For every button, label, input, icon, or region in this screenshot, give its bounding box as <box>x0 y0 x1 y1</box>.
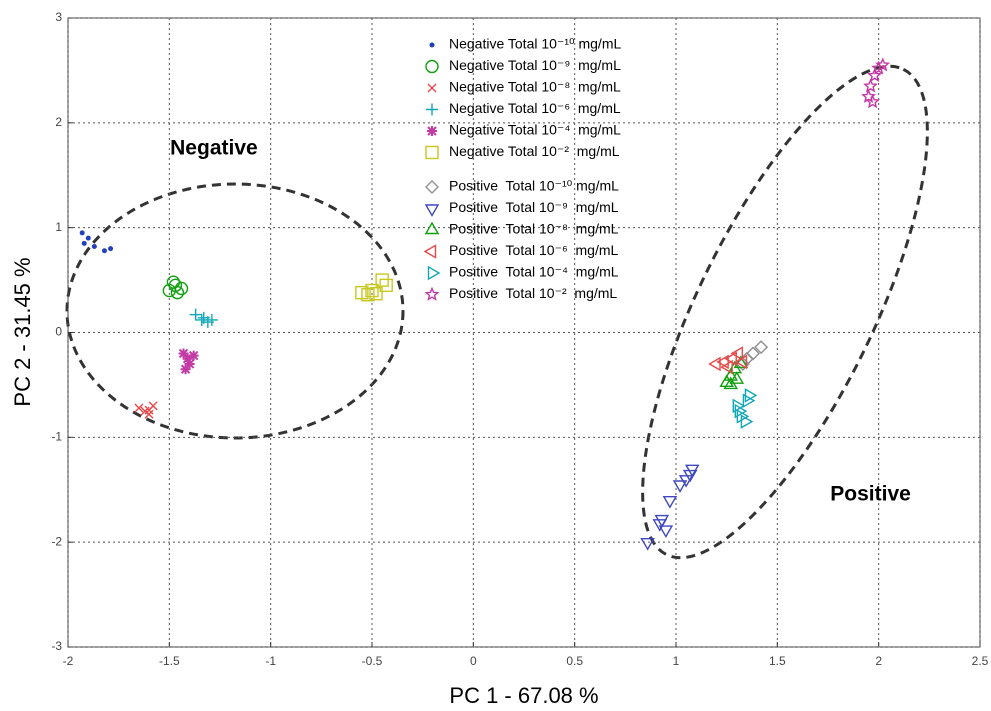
point <box>662 496 678 509</box>
point <box>91 244 97 250</box>
positive-cluster-outline <box>641 64 929 560</box>
point <box>195 313 208 326</box>
legend-marker <box>426 103 438 116</box>
point <box>166 275 181 289</box>
y-tick-label: 1 <box>55 220 62 234</box>
point <box>369 287 383 301</box>
point <box>723 368 738 381</box>
point <box>180 364 191 375</box>
x-tick-label: -0.5 <box>362 654 383 668</box>
legend-marker <box>423 244 437 259</box>
point <box>734 403 748 419</box>
y-tick-label: 2 <box>55 115 62 129</box>
point <box>723 376 738 390</box>
point <box>379 278 393 293</box>
point <box>740 414 754 429</box>
point <box>134 403 144 413</box>
point <box>716 354 729 370</box>
legend-marker <box>425 180 439 194</box>
y-tick-label: 3 <box>55 10 62 24</box>
legend-label: Negative Total 10⁻² mg/mL <box>449 143 620 159</box>
y-tick-label: 0 <box>55 325 62 339</box>
point <box>182 353 193 364</box>
point <box>361 288 375 302</box>
x-tick-label: -2 <box>63 654 74 668</box>
legend-marker <box>425 145 439 160</box>
point <box>189 308 202 321</box>
point <box>730 346 744 361</box>
point <box>365 283 379 298</box>
point <box>678 475 694 488</box>
legend-label: Negative Total 10⁻⁶ mg/mL <box>449 100 621 116</box>
point <box>682 469 698 483</box>
point <box>863 78 879 93</box>
negative-cluster-outline <box>65 182 405 440</box>
point <box>746 346 761 361</box>
point <box>654 514 670 528</box>
legend-marker <box>424 286 440 301</box>
y-tick-label: -1 <box>51 430 62 444</box>
annotation: Positive <box>830 483 911 506</box>
point <box>672 480 688 493</box>
point <box>732 398 746 414</box>
point <box>178 348 189 359</box>
point <box>658 525 674 538</box>
point <box>729 371 745 384</box>
x-tick-label: 1 <box>673 654 680 668</box>
y-axis-label: PC 2 - 31.45 % <box>10 257 35 406</box>
legend-label: Negative Total 10⁻⁹ mg/mL <box>449 57 621 73</box>
point <box>734 354 748 370</box>
point <box>184 358 195 369</box>
legend-label: Negative Total 10⁻⁴ mg/mL <box>449 122 621 138</box>
x-tick-label: -1 <box>265 654 276 668</box>
x-tick-label: -1.5 <box>159 654 180 668</box>
point <box>144 409 154 419</box>
point <box>101 248 107 254</box>
legend-marker <box>424 221 440 235</box>
legend-label: Positive Total 10⁻⁶ mg/mL <box>449 242 619 258</box>
x-tick-label: 0 <box>470 654 477 668</box>
x-tick-label: 0.5 <box>566 654 583 668</box>
legend-label: Positive Total 10⁻¹⁰ mg/mL <box>449 178 619 194</box>
legend-marker <box>424 204 440 217</box>
point <box>754 340 769 355</box>
point <box>742 393 756 408</box>
legend-marker <box>429 42 435 48</box>
legend-marker <box>427 126 437 136</box>
legend-marker <box>427 265 441 281</box>
point <box>865 94 881 109</box>
point <box>188 350 199 361</box>
x-tick-label: 1.5 <box>769 654 786 668</box>
point <box>79 230 85 236</box>
legend-label: Negative Total 10⁻⁸ mg/mL <box>449 79 621 95</box>
legend-label: Positive Total 10⁻⁹ mg/mL <box>449 199 619 215</box>
y-tick-label: -2 <box>51 534 62 548</box>
legend-marker <box>427 83 437 93</box>
point <box>108 246 114 252</box>
x-tick-label: 2 <box>875 654 882 668</box>
point <box>875 57 891 72</box>
legend-label: Positive Total 10⁻⁴ mg/mL <box>449 264 619 280</box>
point <box>144 405 154 415</box>
point <box>867 67 883 82</box>
point <box>168 278 183 293</box>
point <box>720 359 733 375</box>
annotation: Negative <box>170 137 258 160</box>
point <box>375 273 389 287</box>
legend-label: Negative Total 10⁻¹⁰ mg/mL <box>449 36 621 52</box>
legend-marker <box>425 59 439 74</box>
point <box>197 311 210 324</box>
point <box>205 313 218 326</box>
y-tick-label: -3 <box>51 639 62 653</box>
legend-label: Positive Total 10⁻² mg/mL <box>449 285 617 301</box>
legend-label: Positive Total 10⁻⁸ mg/mL <box>449 221 619 237</box>
point <box>85 235 91 241</box>
point <box>640 537 655 551</box>
x-axis-label: PC 1 - 67.08 % <box>449 683 598 708</box>
point <box>81 240 87 246</box>
x-tick-label: 2.5 <box>972 654 989 668</box>
